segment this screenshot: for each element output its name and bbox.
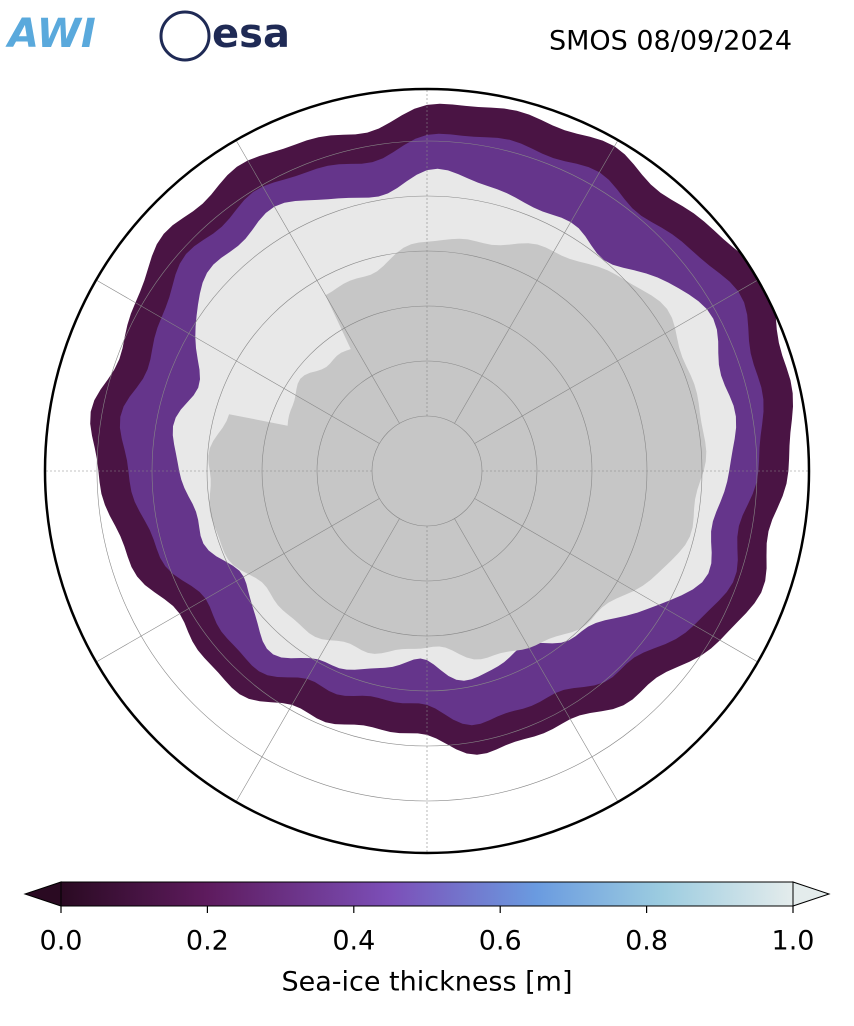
map-border (43, 87, 811, 855)
colorbar-extend-high (792, 881, 831, 907)
graticule-meridian (474, 270, 774, 444)
colorbar-tick-label: 0.0 (40, 926, 83, 957)
continent (208, 238, 707, 660)
colorbar-tick-label: 0.6 (479, 926, 522, 957)
graticule-meridian (474, 498, 774, 672)
esa-emblem (159, 10, 211, 62)
colorbar-tick-label: 0.8 (625, 926, 668, 957)
colorbar-label: Sea-ice thickness [m] (281, 967, 572, 998)
title: SMOS 08/09/2024 (549, 26, 792, 57)
graticule-meridian (80, 498, 380, 672)
map (45, 89, 809, 853)
colorbar-tick-label: 1.0 (772, 926, 815, 957)
esa-logo: esa (212, 11, 290, 57)
graticule-meridian (80, 270, 380, 444)
awi-logo: AWI (5, 11, 96, 57)
graticule-meridian (454, 518, 628, 818)
graticule-meridian (226, 518, 400, 818)
colorbar-extend-low (23, 881, 62, 907)
graticule-meridian (454, 124, 628, 424)
colorbar-tick-label: 0.2 (186, 926, 229, 957)
colorbar-tick-label: 0.4 (332, 926, 375, 957)
graticule-parallel (316, 360, 538, 582)
graticule-meridian (226, 124, 400, 424)
graticule-parallel (96, 140, 758, 802)
colorbar (60, 881, 794, 907)
